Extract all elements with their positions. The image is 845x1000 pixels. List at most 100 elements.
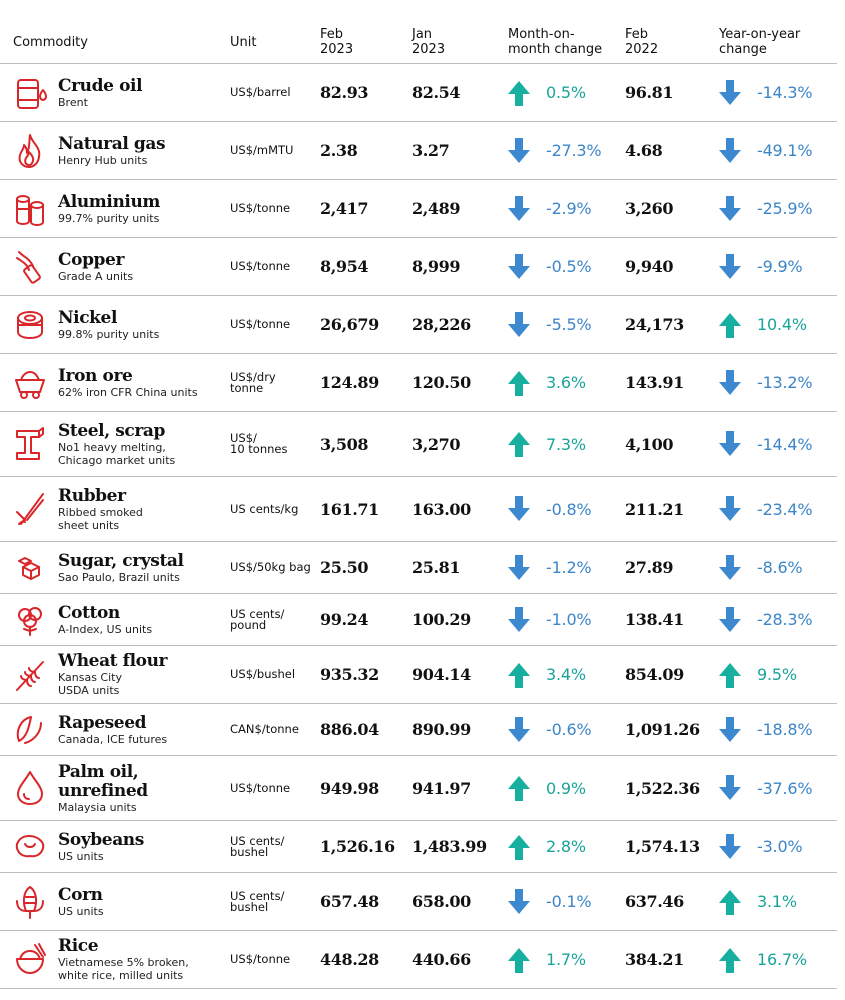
value-feb-2023: 8,954 (320, 237, 412, 296)
year-on-year-cell: -37.6% (719, 755, 837, 821)
month-on-month-value: -0.1% (546, 892, 592, 911)
arrow-down-icon (508, 716, 530, 742)
unit-line: US$/dry (230, 369, 276, 384)
value-jan-2023: 28,226 (412, 295, 508, 354)
year-on-year-cell: -49.1% (719, 121, 837, 180)
month-on-month-cell: -0.1% (508, 872, 625, 931)
wheat-icon (16, 660, 44, 691)
oil-barrel-icon (17, 78, 47, 109)
unit-line: US$/ (230, 431, 257, 445)
oil-drop-icon (17, 771, 43, 805)
value-feb-2022: 4.68 (625, 121, 719, 180)
value-feb-2022: 1,574.13 (625, 820, 719, 873)
year-on-year-value: 16.7% (757, 950, 807, 969)
month-on-month-cell: -0.6% (508, 703, 625, 756)
year-on-year-value: -3.0% (757, 837, 803, 856)
cotton-icon (18, 606, 42, 636)
year-on-year-value: -23.4% (757, 499, 813, 519)
commodity-cell: Nickel 99.8% purity units (58, 295, 228, 354)
commodity-cell: Sugar, crystal Sao Paulo, Brazil units (58, 541, 228, 594)
month-on-month-cell: -1.0% (508, 593, 625, 646)
month-on-month-cell: 0.5% (508, 63, 625, 122)
header-row: Commodity Unit Feb 2023 Jan 2023 Month-on-… (0, 0, 837, 64)
commodity-name: Wheat flour (58, 651, 168, 671)
unit-line: pound (230, 617, 267, 632)
commodity-cell: Soybeans US units (58, 820, 228, 873)
commodity-subtitle: Brent (58, 95, 88, 109)
commodity-name: Natural gas (58, 133, 166, 154)
commodity-name: Aluminium (58, 191, 161, 212)
header-month-on-month: Month-on-month change (508, 0, 625, 64)
month-on-month-cell: -2.9% (508, 179, 625, 238)
commodity-subtitle: Ribbed smoked (58, 505, 143, 519)
month-on-month-cell: -0.8% (508, 476, 625, 542)
unit-line: CAN$/tonne (230, 722, 299, 736)
month-on-month-cell: -1.2% (508, 541, 625, 594)
unit-cell: US cents/bushel (228, 820, 320, 873)
icon-cell (0, 872, 58, 931)
icon-cell (0, 755, 58, 821)
unit-cell: US$/bushel (228, 645, 320, 704)
unit-line: US$/tonne (230, 780, 291, 795)
table-row: Wheat flour Kansas City USDA units US$/bush… (0, 645, 837, 704)
month-on-month-value: -0.5% (546, 257, 592, 276)
year-on-year-value: 3.1% (757, 892, 797, 911)
header-year-on-year: Year-on-year change (719, 0, 837, 64)
year-on-year-cell: 16.7% (719, 930, 837, 989)
unit-line: tonne (230, 380, 264, 395)
commodity-name: Rice (58, 936, 99, 956)
arrow-down-icon (508, 311, 530, 337)
table-row: Nickel 99.8% purity units US$/tonne 26,679 2… (0, 295, 837, 354)
month-on-month-value: 0.5% (546, 83, 586, 102)
commodity-name: Rapeseed (58, 712, 147, 733)
value-feb-2023: 935.32 (320, 645, 412, 704)
commodity-name: Corn (58, 884, 103, 905)
value-jan-2023: 3,270 (412, 411, 508, 477)
value-feb-2023: 3,508 (320, 411, 412, 477)
arrow-down-icon (719, 716, 741, 742)
commodity-name: Rubber (58, 485, 126, 506)
icon-cell (0, 63, 58, 122)
commodity-name: Steel, scrap (58, 420, 166, 441)
commodity-name: Sugar, crystal (58, 550, 184, 571)
value-jan-2023: 658.00 (412, 872, 508, 931)
commodity-name: Soybeans (58, 829, 144, 850)
table-row: Corn US units US cents/bushel 657.48 658.00-… (0, 872, 837, 931)
value-jan-2023: 2,489 (412, 179, 508, 238)
unit-cell: US$/10 tonnes (228, 411, 320, 477)
arrow-down-icon (508, 496, 530, 521)
table-row: Rice Vietnamese 5% broken, white rice, mil… (0, 930, 837, 989)
value-feb-2022: 3,260 (625, 179, 719, 238)
commodity-cell: Corn US units (58, 872, 228, 931)
year-on-year-cell: 3.1% (719, 872, 837, 931)
commodity-subtitle: 99.8% purity units (58, 327, 160, 341)
arrow-up-icon (719, 312, 741, 338)
year-on-year-value: -13.2% (757, 373, 813, 392)
value-feb-2022: 4,100 (625, 411, 719, 477)
commodity-cell: Iron ore 62% iron CFR China units (58, 353, 228, 412)
unit-cell: US$/tonne (228, 179, 320, 238)
value-feb-2023: 26,679 (320, 295, 412, 354)
unit-line: US$/barrel (230, 85, 291, 99)
year-on-year-cell: -8.6% (719, 541, 837, 594)
value-feb-2022: 1,091.26 (625, 703, 719, 756)
year-on-year-cell: -3.0% (719, 820, 837, 873)
unit-line: US$/tonne (230, 201, 291, 215)
year-on-year-cell: -14.3% (719, 63, 837, 122)
value-feb-2022: 27.89 (625, 541, 719, 594)
month-on-month-value: -2.9% (546, 199, 592, 218)
commodity-cell: Palm oil, unrefined Malaysia units (58, 755, 228, 821)
commodity-subtitle: No1 heavy melting, (58, 440, 166, 454)
table-row: Natural gas Henry Hub units US$/mMTU 2.38 3.… (0, 121, 837, 180)
unit-line: US$/bushel (230, 667, 296, 681)
corn-icon (16, 885, 44, 919)
header-unit: Unit (228, 0, 320, 64)
commodity-cell: Rapeseed Canada, ICE futures (58, 703, 228, 756)
value-feb-2023: 25.50 (320, 541, 412, 594)
year-on-year-cell: -23.4% (719, 476, 837, 542)
unit-cell: CAN$/tonne (228, 703, 320, 756)
value-feb-2023: 1,526.16 (320, 820, 412, 873)
year-on-year-value: -28.3% (757, 610, 813, 629)
icon-cell (0, 593, 58, 646)
unit-line: US cents/ (230, 888, 285, 903)
